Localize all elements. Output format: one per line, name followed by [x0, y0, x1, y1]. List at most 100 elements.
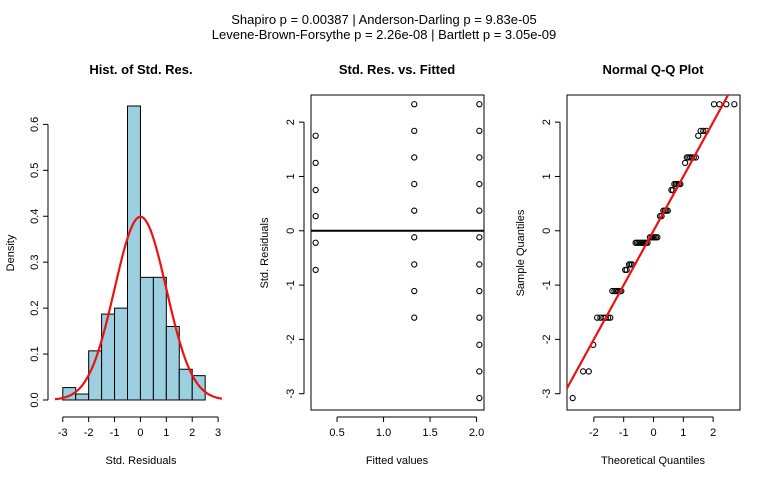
rvf-point	[476, 261, 483, 268]
qq-point	[585, 368, 592, 375]
qq-point	[731, 101, 738, 108]
qq-y-tick-label: -1	[541, 280, 553, 290]
qq-point	[695, 132, 702, 139]
rvf-point	[411, 314, 418, 321]
rvf-point	[476, 180, 483, 188]
rvf-point	[411, 234, 418, 241]
hist-bar	[126, 105, 141, 401]
rvf-point	[312, 239, 319, 246]
hist-x-tick-label: -1	[110, 427, 120, 439]
qq-point	[658, 212, 665, 220]
rvf-point	[411, 154, 418, 161]
rvf-point	[411, 261, 418, 268]
rvf-point	[411, 287, 418, 295]
hist-bar	[152, 276, 167, 401]
hist-ylabel: Density	[5, 234, 17, 271]
hist-x-tick-label: -3	[58, 427, 68, 439]
hist-bar	[139, 276, 154, 401]
rvf-point	[476, 341, 483, 348]
rvf-point	[411, 207, 418, 214]
rvf-x-tick-label: 1.0	[376, 427, 391, 439]
qq-point	[710, 101, 718, 108]
qq-xlabel: Theoretical Quantiles	[601, 455, 705, 467]
figure-title-line2: Levene-Brown-Forsythe p = 2.26e-08 | Bar…	[212, 27, 556, 42]
rvf-point	[476, 368, 483, 375]
hist-y-tick-label: 0.3	[29, 255, 41, 270]
rvf-point	[312, 266, 319, 274]
figure-title-line1: Shapiro p = 0.00387 | Anderson-Darling p…	[231, 12, 536, 27]
rvf-point	[476, 287, 483, 295]
rvf-y-tick-label: -3	[285, 389, 297, 399]
hist-y-tick-label: 0.6	[29, 117, 41, 132]
qq-x-tick-label: 1	[680, 427, 686, 439]
rvf-point	[476, 101, 483, 108]
rvf-y-tick-label: -2	[285, 335, 297, 345]
qq-point	[654, 234, 661, 241]
qq-point	[569, 394, 576, 402]
rvf-x-tick-label: 1.5	[422, 427, 437, 439]
qq-y-tick-label: -3	[541, 389, 553, 399]
hist-bar	[178, 368, 193, 401]
qq-point	[579, 368, 587, 375]
rvf-point	[312, 159, 319, 167]
rvf-xlabel: Fitted values	[366, 455, 429, 467]
rvf-point	[476, 394, 483, 402]
hist-y-tick-label: 0.5	[29, 163, 41, 178]
rvf-plot: -3 -2 -1 0 1 2 0.5 1.0 1.5 2.0	[285, 94, 485, 439]
qq-point	[681, 159, 689, 167]
hist-bar	[75, 393, 90, 401]
qq-plot-frame	[566, 94, 741, 411]
qq-point	[602, 314, 609, 321]
hist-x-tick-label: -2	[84, 427, 94, 439]
hist-bar	[114, 307, 128, 401]
qq-x-tick-label: -2	[589, 427, 599, 439]
hist-x-tick-label: 1	[163, 427, 169, 439]
hist-y-tick-label: 0.4	[29, 209, 41, 224]
hist-title: Hist. of Std. Res.	[89, 62, 192, 77]
qq-y-tick-label: 2	[541, 119, 553, 125]
rvf-x-tick-label: 2.0	[469, 427, 484, 439]
rvf-y-tick-label: 1	[285, 173, 297, 179]
rvf-point	[476, 207, 483, 214]
qq-x-tick-label: 2	[710, 427, 716, 439]
qq-point	[690, 154, 697, 161]
hist-x-tick-label: 0	[137, 427, 143, 439]
rvf-x-tick-label: 0.5	[329, 427, 344, 439]
rvf-y-tick-label: 0	[285, 228, 297, 234]
qq-y-tick-label: -2	[541, 335, 553, 345]
rvf-point	[476, 234, 483, 241]
hist-x-tick-label: 3	[215, 427, 221, 439]
rvf-plot-frame	[310, 94, 485, 411]
rvf-y-tick-label: 2	[285, 119, 297, 125]
qq-x-tick-label: -1	[619, 427, 629, 439]
qq-reference-line	[566, 94, 730, 389]
hist-y-tick-label: 0.0	[29, 392, 41, 407]
hist-y-tick-label: 0.1	[29, 346, 41, 361]
hist-density-curve	[54, 215, 223, 401]
qq-point	[623, 266, 630, 274]
rvf-point	[312, 132, 319, 139]
qq-x-tick-label: 0	[650, 427, 656, 439]
hist-xlabel: Std. Residuals	[106, 455, 177, 467]
hist-bar	[101, 313, 116, 401]
rvf-point	[476, 314, 483, 321]
hist-y-tick-label: 0.2	[29, 300, 41, 315]
qq-ylabel: Sample Quantiles	[515, 209, 527, 296]
rvf-point	[476, 127, 483, 134]
rvf-ylabel: Std. Residuals	[259, 217, 271, 288]
rvf-point	[411, 101, 418, 108]
hist-x-tick-label: 2	[189, 427, 195, 439]
hist-bar	[165, 326, 180, 401]
rvf-y-tick-label: -1	[285, 280, 297, 290]
rvf-point	[411, 127, 418, 134]
qq-point	[593, 314, 601, 321]
rvf-point	[476, 154, 483, 161]
rvf-title: Std. Res. vs. Fitted	[339, 62, 455, 77]
rvf-point	[312, 212, 319, 220]
qq-y-tick-label: 1	[541, 173, 553, 179]
qq-point	[607, 314, 614, 321]
qq-point	[700, 127, 707, 134]
rvf-point	[411, 180, 418, 188]
